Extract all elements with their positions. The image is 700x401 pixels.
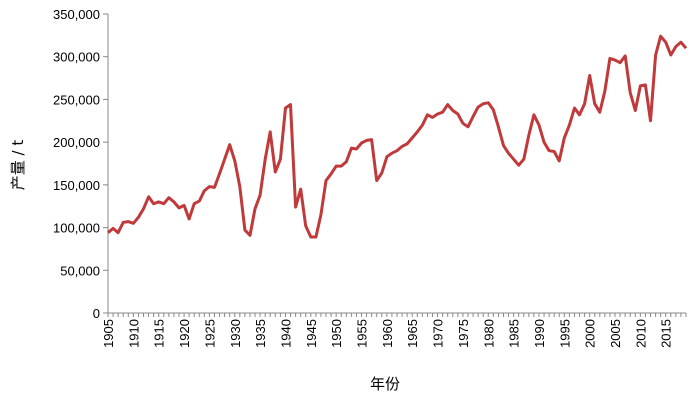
x-axis-label: 年份 xyxy=(370,375,400,393)
x-tick-label: 1940 xyxy=(278,319,293,348)
x-tick-label: 1945 xyxy=(304,319,319,348)
y-tick-label: 0 xyxy=(93,306,100,321)
x-tick-label: 1955 xyxy=(355,319,370,348)
series-line xyxy=(107,34,688,239)
x-tick-label: 1910 xyxy=(126,319,141,348)
axes xyxy=(103,13,687,317)
y-tick-label: 150,000 xyxy=(53,178,100,193)
x-tick-label: 1980 xyxy=(481,319,496,348)
x-tick-label: 2005 xyxy=(608,319,623,348)
x-tick-label: 1920 xyxy=(177,319,192,348)
x-tick-label: 1970 xyxy=(431,319,446,348)
y-tick-label: 50,000 xyxy=(60,263,100,278)
x-tick-label: 1960 xyxy=(380,319,395,348)
y-axis-label: 产量 / t xyxy=(9,140,27,191)
x-tick-label: 1950 xyxy=(329,319,344,348)
x-tick-label: 1975 xyxy=(456,319,471,348)
x-tick-label: 1905 xyxy=(101,319,116,348)
y-tick-labels: 0 50,000 100,000 150,000 200,000 250,000 300,0… xyxy=(53,7,100,321)
x-tick-label: 1935 xyxy=(253,319,268,348)
x-tick-label: 1915 xyxy=(152,319,167,348)
x-tick-label: 1985 xyxy=(507,319,522,348)
x-tick-label: 2010 xyxy=(633,319,648,348)
x-tick-label: 1965 xyxy=(405,319,420,348)
x-tick-label: 1925 xyxy=(202,319,217,348)
x-tick-label: 1995 xyxy=(557,319,572,348)
x-tick-label: 1930 xyxy=(228,319,243,348)
y-tick-label: 200,000 xyxy=(53,135,100,150)
x-tick-labels: 1905 1910 1915 1920 1925 1930 1935 1940 1945 1950… xyxy=(101,319,674,348)
y-tick-label: 350,000 xyxy=(53,7,100,22)
x-tick-label: 1990 xyxy=(532,319,547,348)
x-tick-label: 2015 xyxy=(659,319,674,348)
y-tick-label: 100,000 xyxy=(53,221,100,236)
x-tick-label: 2000 xyxy=(583,319,598,348)
y-tick-label: 250,000 xyxy=(53,92,100,107)
y-tick-label: 300,000 xyxy=(53,50,100,65)
